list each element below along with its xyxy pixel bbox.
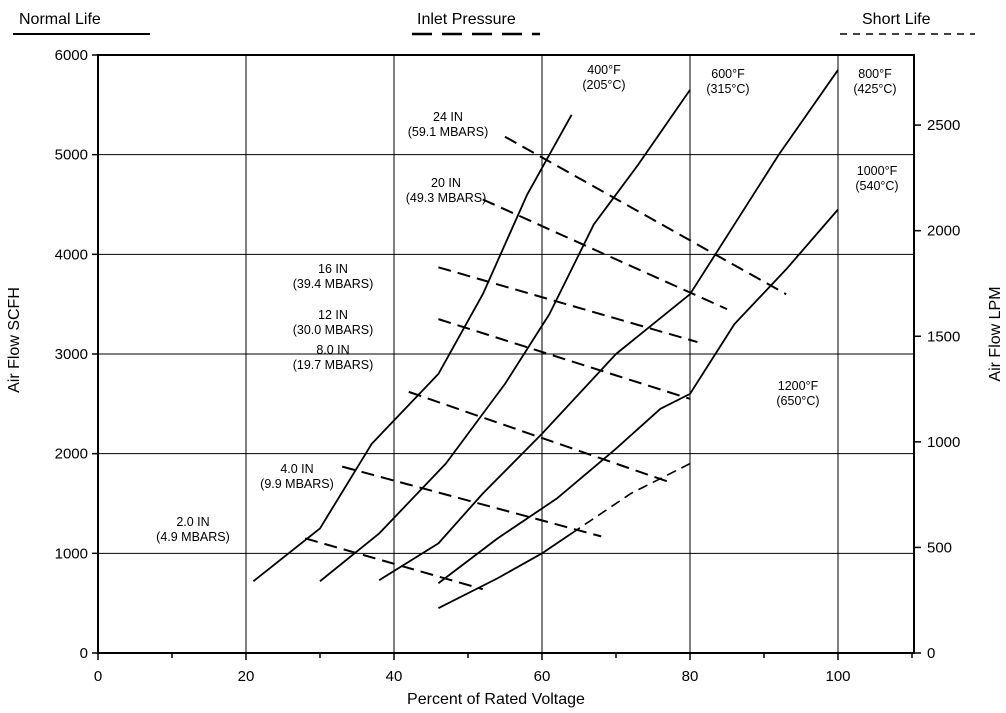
isobar-label-16: 16 IN: [318, 262, 348, 276]
isobar-label-16-mbar: (39.4 MBARS): [293, 277, 374, 291]
y2-tick-label-1500: 1500: [927, 328, 960, 345]
y2-tick-label-0: 0: [927, 645, 935, 662]
y-tick-label-0: 0: [80, 645, 88, 662]
x-tick-label-60: 60: [534, 668, 551, 685]
y2-axis-ticks: 0 500 1000 1500 2000 2500: [914, 117, 960, 662]
temp-label-400: 400°F: [587, 63, 621, 77]
temp-label-400-c: (205°C): [582, 78, 625, 92]
series-line-1: [319, 89, 691, 582]
isobar-label-12-mbar: (30.0 MBARS): [293, 323, 374, 337]
isobar-lines: [304, 135, 787, 591]
temp-label-1000-c: (540°C): [855, 179, 898, 193]
temperature-curves: [252, 69, 839, 609]
isobar-label-8: 8.0 IN: [316, 343, 349, 357]
isobar-label-4: 4.0 IN: [280, 462, 313, 476]
isobar-line-3: [438, 318, 691, 400]
isobar-line-4: [408, 390, 669, 483]
isobar-label-2-mbar: (4.9 MBARS): [156, 530, 230, 544]
temperature-labels: 400°F (205°C) 600°F (315°C) 800°F (425°C…: [582, 63, 898, 408]
y-tick-label-5000: 5000: [55, 147, 88, 164]
isobar-label-20-mbar: (49.3 MBARS): [406, 191, 487, 205]
y-tick-label-3000: 3000: [55, 346, 88, 363]
series-line-5: [571, 462, 691, 535]
x-tick-label-40: 40: [386, 668, 403, 685]
temp-label-1000: 1000°F: [857, 164, 898, 178]
temp-label-1200: 1200°F: [778, 379, 819, 393]
y2-tick-label-2500: 2500: [927, 117, 960, 134]
y2-axis-title: Air Flow LPM: [987, 286, 1004, 381]
grid-lines: [98, 55, 914, 653]
isobar-label-4-mbar: (9.9 MBARS): [260, 477, 334, 491]
isobar-line-1: [482, 198, 728, 311]
series-line-0: [252, 114, 573, 582]
isobar-label-12: 12 IN: [318, 308, 348, 322]
temp-label-600: 600°F: [711, 67, 745, 81]
y2-tick-label-500: 500: [927, 539, 952, 556]
isobar-line-5: [341, 465, 602, 538]
series-line-2: [378, 69, 839, 582]
y-tick-label-2000: 2000: [55, 446, 88, 463]
isobar-label-24: 24 IN: [433, 110, 463, 124]
x-tick-label-0: 0: [94, 668, 102, 685]
y-tick-label-4000: 4000: [55, 246, 88, 263]
y2-tick-label-1000: 1000: [927, 434, 960, 451]
isobar-line-6: [304, 537, 484, 591]
temp-label-600-c: (315°C): [706, 82, 749, 96]
x-tick-label-80: 80: [682, 668, 699, 685]
series-line-4: [437, 532, 573, 609]
x-axis-ticks: 0 20 40 60 80 100: [94, 653, 913, 685]
temp-label-800: 800°F: [858, 67, 892, 81]
x-axis-title: Percent of Rated Voltage: [407, 691, 585, 708]
y2-tick-label-2000: 2000: [927, 223, 960, 240]
y-tick-label-6000: 6000: [55, 47, 88, 64]
isobar-label-20: 20 IN: [431, 176, 461, 190]
y-axis-ticks: 0 1000 2000 3000 4000 5000 6000: [55, 47, 98, 662]
temp-label-800-c: (425°C): [853, 82, 896, 96]
short-life-label: Short Life: [862, 11, 931, 28]
isobar-label-8-mbar: (19.7 MBARS): [293, 358, 374, 372]
isobar-labels: 24 IN (59.1 MBARS) 20 IN (49.3 MBARS) 16…: [156, 110, 488, 544]
isobar-label-2: 2.0 IN: [176, 515, 209, 529]
series-line-3: [437, 208, 839, 584]
inlet-pressure-label: Inlet Pressure: [417, 11, 516, 28]
x-tick-label-20: 20: [238, 668, 255, 685]
y-tick-label-1000: 1000: [55, 545, 88, 562]
temp-label-1200-c: (650°C): [776, 394, 819, 408]
x-tick-label-100: 100: [825, 668, 850, 685]
isobar-label-24-mbar: (59.1 MBARS): [408, 125, 489, 139]
isobar-line-0: [504, 135, 787, 296]
y-axis-title: Air Flow SCFH: [6, 287, 23, 393]
normal-life-label: Normal Life: [19, 11, 101, 28]
isobar-line-2: [438, 266, 698, 344]
